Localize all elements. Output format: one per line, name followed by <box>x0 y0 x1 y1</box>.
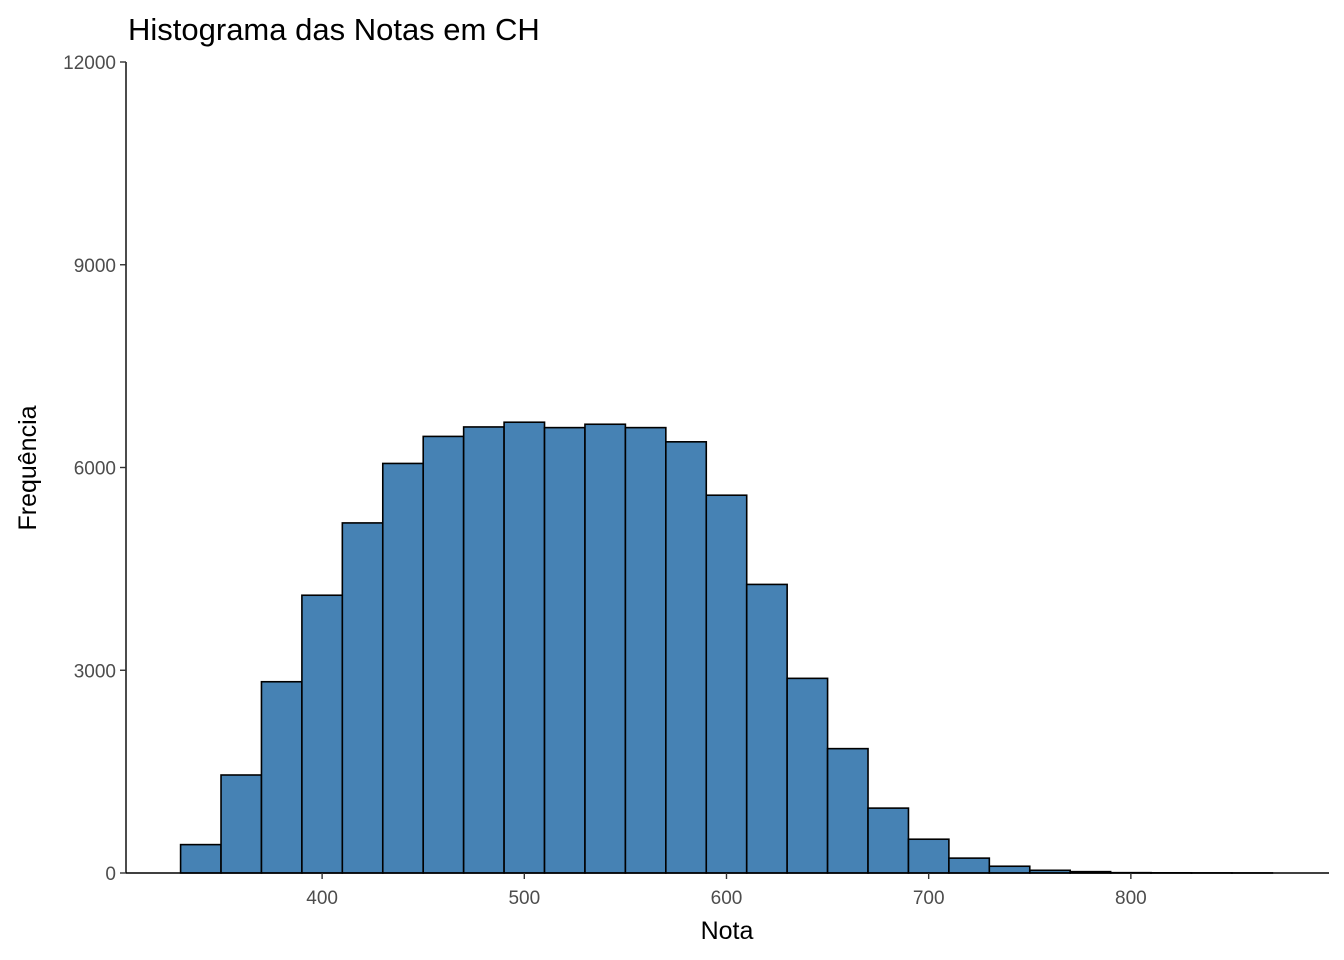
x-tick-label: 600 <box>711 888 743 909</box>
histogram-bar <box>543 426 586 874</box>
x-axis-title: Nota <box>701 917 754 945</box>
chart-title: Histograma das Notas em CH <box>128 12 540 47</box>
y-tick-label: 0 <box>105 864 116 885</box>
histogram-bar <box>867 807 910 874</box>
histogram-bar <box>301 594 344 874</box>
y-tick-label: 12000 <box>63 53 116 74</box>
histogram-bar <box>341 522 384 874</box>
histogram-bar <box>422 435 465 874</box>
histogram-bar <box>786 677 829 874</box>
x-tick-label: 700 <box>913 888 945 909</box>
histogram-bar <box>948 857 991 874</box>
histogram-bar <box>179 843 222 874</box>
histogram-bar <box>907 838 950 874</box>
y-tick-label: 3000 <box>74 661 116 682</box>
histogram-bar <box>220 774 263 874</box>
histogram-bar <box>745 583 788 874</box>
histogram-bar <box>624 426 667 874</box>
histogram-bar <box>988 865 1031 874</box>
histogram-bar <box>503 421 546 874</box>
x-tick-label: 800 <box>1115 888 1147 909</box>
x-axis-ticks: 400 500 600 700 800 <box>306 873 1147 909</box>
bars-group <box>179 421 1274 874</box>
histogram-bar <box>584 423 627 874</box>
histogram-bar <box>705 494 748 874</box>
y-axis-ticks: 0 3000 6000 9000 12000 <box>63 53 126 885</box>
histogram-bar <box>826 747 869 874</box>
histogram-bar <box>381 462 425 874</box>
histogram-bar <box>462 426 505 874</box>
histogram-bar <box>260 680 303 874</box>
histogram-bar <box>665 441 708 874</box>
y-axis-title: Frequência <box>14 405 42 530</box>
y-tick-label: 9000 <box>74 256 116 277</box>
x-tick-label: 500 <box>508 888 540 909</box>
y-tick-label: 6000 <box>74 459 116 480</box>
x-tick-label: 400 <box>306 888 338 909</box>
